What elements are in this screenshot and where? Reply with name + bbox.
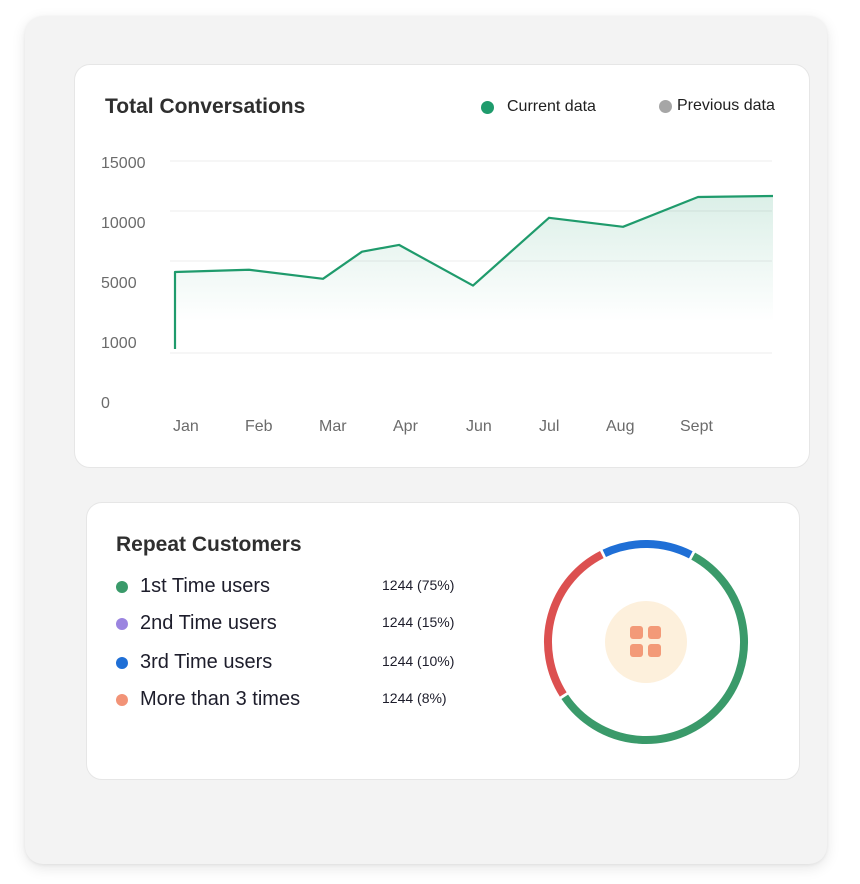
x-tick-label: Apr bbox=[393, 418, 419, 435]
legend-dot-icon bbox=[116, 694, 128, 706]
y-tick-label: 15000 bbox=[101, 155, 146, 172]
series-line-current bbox=[173, 194, 774, 349]
list-item-label: 3rd Time users bbox=[140, 651, 273, 673]
list-item-label: 1st Time users bbox=[140, 575, 271, 597]
legend-dot-icon bbox=[481, 100, 494, 114]
list-item-value: 1244 (10%) bbox=[382, 653, 455, 669]
donut-center bbox=[605, 601, 687, 683]
card-title: Repeat Customers bbox=[116, 533, 302, 556]
x-tick-label: Mar bbox=[319, 418, 347, 435]
y-tick-label: 10000 bbox=[101, 215, 146, 232]
x-tick-label: Jul bbox=[539, 418, 559, 435]
list-item: More than 3 times 1244 (8%) bbox=[116, 688, 536, 712]
x-tick-label: Sept bbox=[680, 418, 713, 435]
x-tick-label: Jan bbox=[173, 418, 199, 435]
donut-segment bbox=[602, 540, 693, 559]
list-item-label: More than 3 times bbox=[140, 688, 301, 710]
x-tick-label: Jun bbox=[466, 418, 492, 435]
series-area bbox=[175, 196, 773, 353]
repeat-customers-card: Repeat Customers 1st Time users 1244 (75… bbox=[86, 502, 800, 780]
list-item: 1st Time users 1244 (75%) bbox=[116, 575, 536, 599]
legend-dot-icon bbox=[659, 99, 672, 113]
donut-segment bbox=[561, 552, 748, 744]
total-conversations-card: 15000 10000 5000 1000 0 Jan Feb Mar Apr Jun Jul Aug… bbox=[74, 64, 810, 468]
x-tick-label: Aug bbox=[606, 418, 634, 435]
list-item-label: 2nd Time users bbox=[140, 612, 277, 634]
y-tick-label: 5000 bbox=[101, 275, 137, 292]
legend-dot-icon bbox=[116, 618, 128, 630]
legend-previous[interactable]: Previous data bbox=[659, 97, 775, 115]
x-tick-label: Feb bbox=[245, 418, 273, 435]
legend-label-previous: Previous data bbox=[677, 97, 775, 114]
legend-dot-icon bbox=[116, 581, 128, 593]
list-item: 3rd Time users 1244 (10%) bbox=[116, 651, 536, 675]
legend-dot-icon bbox=[116, 657, 128, 669]
repeat-donut-chart bbox=[544, 540, 748, 744]
list-item-value: 1244 (15%) bbox=[382, 614, 455, 630]
list-item: 2nd Time users 1244 (15%) bbox=[116, 612, 536, 636]
legend-current[interactable]: Current data bbox=[481, 98, 596, 116]
card-title: Total Conversations bbox=[105, 95, 306, 118]
list-item-value: 1244 (75%) bbox=[382, 577, 455, 593]
y-tick-label: 0 bbox=[101, 395, 110, 412]
list-item-value: 1244 (8%) bbox=[382, 690, 447, 706]
y-tick-label: 1000 bbox=[101, 335, 137, 352]
grid-icon bbox=[630, 626, 662, 658]
legend-label-current: Current data bbox=[507, 98, 596, 115]
donut-segment bbox=[544, 550, 604, 697]
